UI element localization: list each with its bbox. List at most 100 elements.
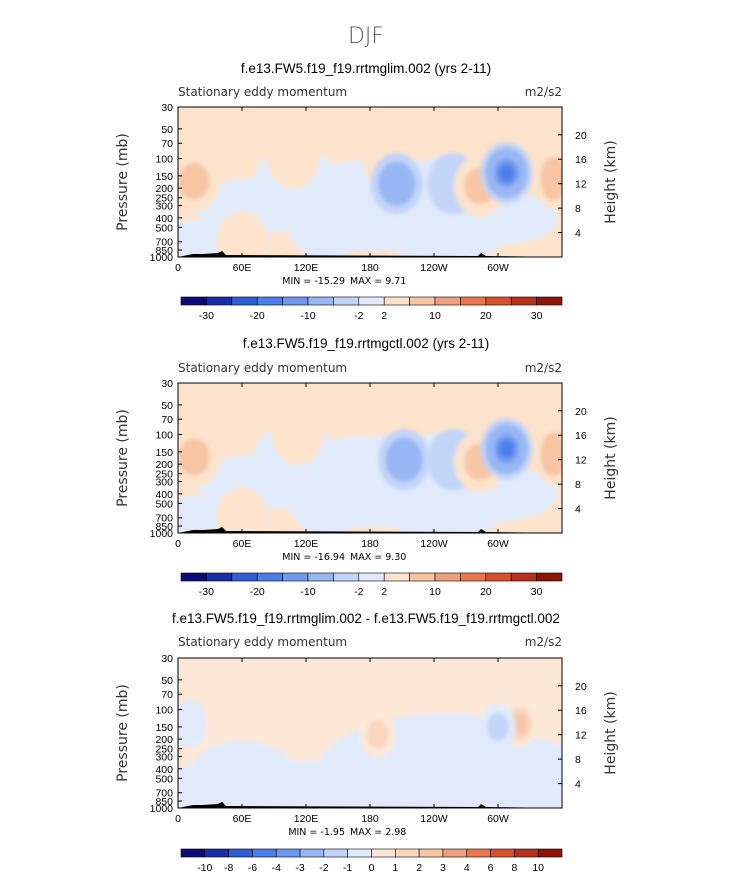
colorbar-tick-label: -3 [295, 862, 304, 872]
y-tick-label: 850 [155, 245, 173, 257]
colorbar-tick-label: 10 [429, 310, 441, 322]
colorbar-swatch [395, 848, 420, 858]
x-tick-label: 0 [175, 538, 181, 550]
colorbar-swatch [358, 296, 385, 306]
colorbar-swatch [466, 848, 491, 858]
colorbar-swatch [434, 572, 461, 582]
y2-tick-label: 8 [575, 754, 581, 766]
y-tick-label: 150 [155, 447, 173, 459]
y2-tick-label: 16 [575, 430, 587, 442]
y-tick-label: 250 [155, 744, 173, 756]
units-label: m2/s2 [525, 85, 562, 99]
positive-contour-0-1 [366, 720, 389, 749]
colorbar-tick-label: 10 [532, 862, 544, 872]
x-tick-label: 0 [175, 262, 181, 274]
x-tick-label: 120W [420, 813, 448, 825]
positive-contour-1-0 [216, 211, 268, 257]
colorbar-tick-label: -4 [272, 862, 281, 872]
y-tick-label: 1000 [150, 252, 174, 264]
colorbar-swatch [418, 848, 444, 858]
x-tick-label: 120W [420, 538, 448, 550]
colorbar-swatch [252, 848, 277, 858]
colorbar-swatch [231, 572, 258, 582]
x-tick-label: 60E [233, 813, 252, 825]
panel-title: f.e13.FW5.f19_f19.rrtmglim.002 (yrs 2-11… [241, 61, 491, 76]
max-label: MAX = 9.30 [350, 552, 406, 563]
colorbar-tick-label: 20 [480, 586, 492, 598]
topography [178, 251, 562, 257]
colorbar-swatch [536, 572, 563, 582]
colorbar-swatch [358, 572, 385, 582]
topography [178, 802, 562, 808]
panel-rrtmgctl: f.e13.FW5.f19_f19.rrtmgctl.002 (yrs 2-11… [115, 336, 619, 598]
y-tick-label: 150 [155, 722, 173, 734]
y2-tick-label: 4 [575, 504, 581, 516]
y-tick-label: 700 [155, 237, 173, 249]
colorbar-tick-label: -30 [199, 310, 214, 322]
y-tick-label: 300 [155, 200, 173, 212]
y-tick-label: 200 [155, 183, 173, 195]
colorbar-swatch [180, 848, 206, 858]
y2-tick-label: 20 [575, 681, 587, 693]
colorbar-swatch [323, 848, 348, 858]
x-tick-label: 60E [233, 538, 252, 550]
colorbar-tick-label: 2 [381, 310, 387, 322]
y-tick-label: 700 [155, 788, 173, 800]
y-tick-label: 700 [155, 513, 173, 525]
y2-axis-label: Height (km) [603, 691, 619, 774]
colorbar-swatch [275, 848, 301, 858]
y-tick-label: 100 [155, 430, 173, 442]
colorbar-swatch [228, 848, 253, 858]
colorbar-tick-label: -10 [300, 310, 315, 322]
colorbar-swatch [256, 296, 283, 306]
x-tick-label: 60W [487, 262, 509, 274]
colorbar-tick-label: -20 [250, 586, 265, 598]
negative-contour-6-4 [499, 440, 514, 458]
x-tick-label: 0 [175, 813, 181, 825]
colorbar-swatch [409, 572, 436, 582]
colorbar-swatch [434, 296, 461, 306]
y-tick-label: 70 [161, 414, 173, 426]
colorbar-tick-label: -10 [197, 862, 212, 872]
colorbar-swatch [256, 572, 283, 582]
negative-region-5 [287, 462, 368, 533]
colorbar-tick-label: 4 [464, 862, 470, 872]
colorbar-swatch [206, 572, 233, 582]
colorbar-tick-label: 20 [480, 310, 492, 322]
colorbar-swatch [347, 848, 372, 858]
y-tick-label: 400 [155, 764, 173, 776]
topography [178, 527, 562, 533]
panel-difference: f.e13.FW5.f19_f19.rrtmglim.002 - f.e13.F… [115, 611, 619, 872]
colorbar-tick-label: 2 [416, 862, 422, 872]
x-tick-label: 60E [233, 262, 252, 274]
y-tick-label: 50 [161, 675, 173, 687]
colorbar-swatch [180, 572, 207, 582]
y-tick-label: 300 [155, 476, 173, 488]
y-tick-label: 30 [161, 653, 173, 665]
y-tick-label: 400 [155, 213, 173, 225]
colorbar-swatch [442, 848, 468, 858]
negative-contour-4-2 [385, 170, 408, 197]
contour-field [178, 107, 562, 257]
colorbar-swatch [460, 572, 487, 582]
y2-axis-label: Height (km) [603, 416, 619, 499]
contour-field [178, 383, 562, 533]
y-tick-label: 200 [155, 734, 173, 746]
colorbar-tick-label: -2 [354, 586, 363, 598]
positive-contour-0-1 [178, 438, 210, 476]
y-tick-label: 500 [155, 222, 173, 234]
positive-contour-8-2 [545, 165, 562, 192]
y-tick-label: 50 [161, 400, 173, 412]
y2-tick-label: 16 [575, 705, 587, 717]
negative-region-5 [192, 741, 292, 797]
y-tick-label: 30 [161, 102, 173, 114]
colorbar-swatch [409, 296, 436, 306]
x-tick-label: 60W [487, 538, 509, 550]
y-tick-label: 850 [155, 796, 173, 808]
y2-tick-label: 4 [575, 779, 581, 791]
y-axis-label: Pressure (mb) [115, 684, 131, 782]
min-label: MIN = -16.94 [282, 552, 345, 563]
colorbar-tick-label: 8 [511, 862, 517, 872]
panel-title: f.e13.FW5.f19_f19.rrtmgctl.002 (yrs 2-11… [243, 336, 490, 351]
